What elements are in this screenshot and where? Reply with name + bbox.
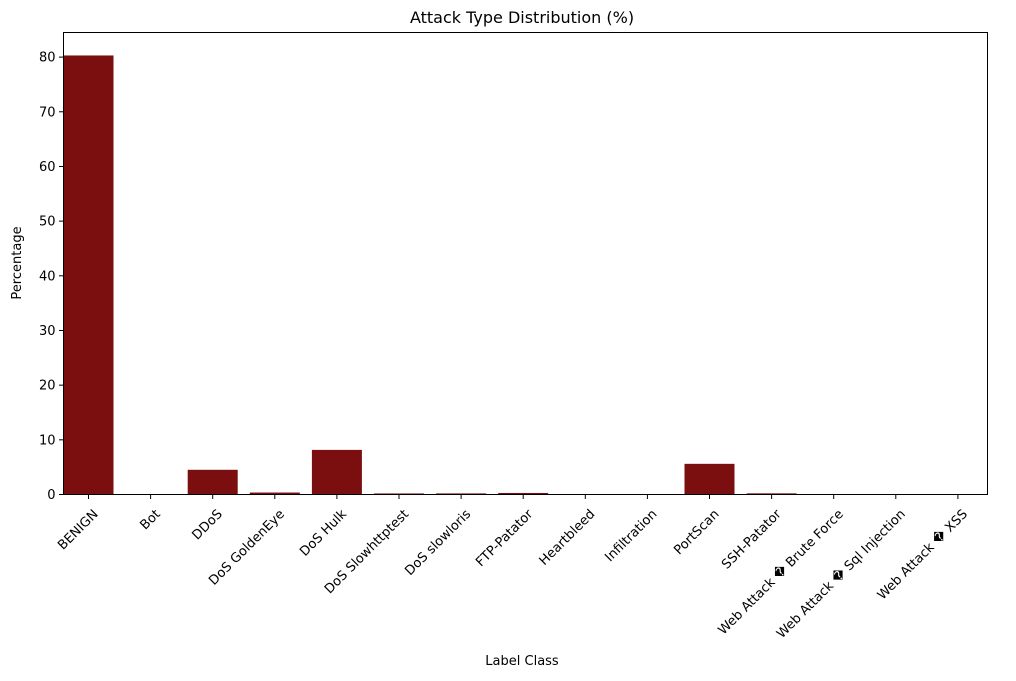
x-tick-label: Heartbleed: [537, 507, 599, 569]
y-tick-label: 40: [39, 269, 56, 284]
y-tick-label: 70: [39, 105, 56, 120]
x-tick-label: PortScan: [671, 507, 722, 558]
y-tick-label: 0: [47, 488, 55, 503]
x-axis-label: Label Class: [485, 654, 559, 669]
x-tick-label: Web Attack � Sql Injection: [773, 506, 909, 642]
axes-frame: [64, 33, 988, 495]
y-tick-label: 60: [39, 160, 56, 175]
y-axis: 0 10 20 30 40 50 60 70 80: [39, 51, 64, 503]
y-tick-label: 10: [39, 433, 56, 448]
bar-ddos: [188, 470, 238, 495]
x-tick-label: DoS slowloris: [402, 507, 474, 579]
bar-dos-hulk: [312, 450, 362, 495]
y-tick-label: 30: [39, 324, 56, 339]
y-axis-label: Percentage: [10, 226, 25, 299]
y-tick-label: 50: [39, 215, 56, 230]
x-tick-label: FTP-Patator: [473, 506, 536, 569]
x-tick-label: DoS Hulk: [297, 507, 350, 560]
x-tick-label: BENIGN: [55, 507, 101, 553]
bars-group: [64, 55, 983, 494]
bar-portscan: [685, 464, 735, 495]
y-tick-label: 80: [39, 51, 56, 66]
x-tick-label: Infiltration: [602, 507, 660, 565]
y-tick-label: 20: [39, 379, 56, 394]
x-tick-label: DDoS: [190, 507, 226, 543]
x-tick-label: Bot: [137, 507, 163, 533]
x-tick-label: SSH-Patator: [719, 506, 785, 572]
bar-benign: [64, 55, 114, 494]
x-tick-label: Web Attack � Brute Force: [714, 506, 847, 639]
chart-title: Attack Type Distribution (%): [410, 8, 634, 27]
